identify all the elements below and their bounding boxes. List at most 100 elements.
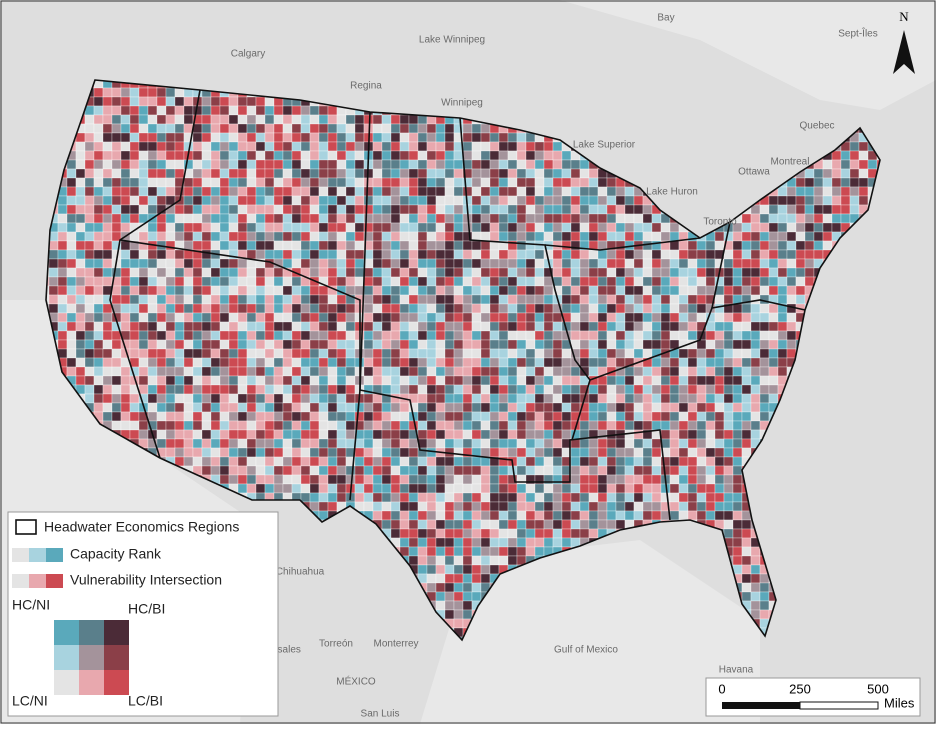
county <box>93 87 104 98</box>
county <box>237 330 248 341</box>
county <box>408 447 419 458</box>
county <box>327 501 338 512</box>
county <box>561 267 572 278</box>
county <box>183 96 194 107</box>
county <box>516 420 527 431</box>
county <box>543 195 554 206</box>
county <box>372 267 383 278</box>
county <box>435 348 446 359</box>
county <box>183 249 194 260</box>
county <box>444 303 455 314</box>
county <box>435 231 446 242</box>
county <box>606 492 617 503</box>
county <box>165 186 176 197</box>
county <box>597 348 608 359</box>
county <box>615 222 626 233</box>
county <box>723 285 734 296</box>
county <box>372 195 383 206</box>
county <box>228 312 239 323</box>
county <box>264 375 275 386</box>
county <box>192 312 203 323</box>
county <box>300 330 311 341</box>
county <box>741 402 752 413</box>
county <box>498 213 509 224</box>
county <box>129 420 140 431</box>
county <box>192 339 203 350</box>
county <box>516 438 527 449</box>
county <box>66 159 77 170</box>
county <box>516 285 527 296</box>
county <box>66 204 77 215</box>
county <box>534 231 545 242</box>
county <box>579 321 590 332</box>
county <box>561 303 572 314</box>
county <box>219 240 230 251</box>
county <box>525 168 536 179</box>
county <box>237 375 248 386</box>
county <box>696 510 707 521</box>
county <box>768 204 779 215</box>
county <box>732 501 743 512</box>
county <box>579 330 590 341</box>
county <box>741 330 752 341</box>
county <box>381 429 392 440</box>
county <box>129 249 140 260</box>
county <box>633 222 644 233</box>
county <box>597 204 608 215</box>
county <box>543 186 554 197</box>
county <box>705 384 716 395</box>
county <box>408 510 419 521</box>
county <box>408 303 419 314</box>
county <box>741 375 752 386</box>
county <box>444 267 455 278</box>
county <box>300 123 311 134</box>
county <box>651 510 662 521</box>
county <box>381 492 392 503</box>
county <box>417 231 428 242</box>
county <box>831 150 842 161</box>
county <box>624 321 635 332</box>
county <box>651 231 662 242</box>
county <box>156 249 167 260</box>
county <box>57 303 68 314</box>
county <box>570 186 581 197</box>
county <box>273 231 284 242</box>
county <box>444 285 455 296</box>
county <box>192 357 203 368</box>
county <box>426 465 437 476</box>
county <box>750 276 761 287</box>
gulf <box>420 540 760 724</box>
county <box>570 204 581 215</box>
county <box>111 204 122 215</box>
county <box>435 312 446 323</box>
county <box>696 285 707 296</box>
county <box>309 501 320 512</box>
county <box>534 213 545 224</box>
county <box>741 528 752 539</box>
county <box>507 411 518 422</box>
county <box>264 456 275 467</box>
county <box>336 231 347 242</box>
county <box>417 267 428 278</box>
county <box>723 420 734 431</box>
county <box>579 159 590 170</box>
county <box>822 204 833 215</box>
county <box>489 294 500 305</box>
county <box>759 240 770 251</box>
county <box>282 375 293 386</box>
county <box>255 402 266 413</box>
county <box>426 240 437 251</box>
county <box>714 456 725 467</box>
county <box>606 519 617 530</box>
county <box>84 249 95 260</box>
county <box>687 447 698 458</box>
county <box>597 474 608 485</box>
county <box>453 375 464 386</box>
county <box>327 159 338 170</box>
county <box>705 492 716 503</box>
county <box>255 105 266 116</box>
county <box>255 438 266 449</box>
county <box>732 249 743 260</box>
county <box>435 384 446 395</box>
county <box>831 159 842 170</box>
